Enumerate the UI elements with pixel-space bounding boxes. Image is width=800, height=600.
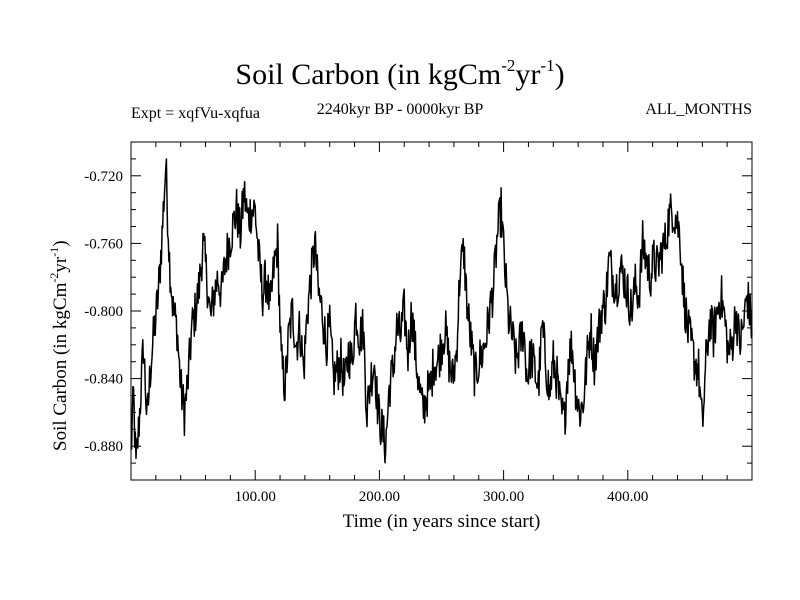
chart-title-mid: yr <box>515 58 541 91</box>
x-tick-label: 200.00 <box>359 489 400 505</box>
chart-title-end: ) <box>554 58 565 91</box>
y-tick-label: -0.720 <box>84 169 123 185</box>
months-label: ALL_MONTHS <box>645 101 752 118</box>
x-axis-label: Time (in years since start) <box>342 511 541 532</box>
chart-subtitle: 2240kyr BP - 0000kyr BP <box>316 101 484 118</box>
y-tick-label: -0.840 <box>84 372 123 388</box>
y-axis-label: Soil Carbon (in kgCm-2yr-1) <box>47 240 72 451</box>
chart-title: Soil Carbon (in kgCm-2yr-1) <box>0 56 800 92</box>
x-tick-label: 300.00 <box>483 489 524 505</box>
data-layer <box>130 158 753 464</box>
x-tick-label: 400.00 <box>607 489 648 505</box>
y-axis-label-exponent-2: -1 <box>47 246 61 257</box>
y-axis-label-exponent-1: -2 <box>47 272 61 283</box>
y-axis-label-main: Soil Carbon (in kgCm <box>50 282 71 451</box>
y-tick-label: -0.760 <box>84 236 123 252</box>
chart-title-exponent-1: -2 <box>501 56 516 75</box>
chart-title-main: Soil Carbon (in kgCm <box>235 58 502 91</box>
experiment-label: Expt = xqfVu-xqfua <box>131 105 260 122</box>
y-axis-label-mid: yr <box>50 256 71 273</box>
chart-title-exponent-2: -1 <box>540 56 555 75</box>
y-axis-label-end: ) <box>50 240 71 247</box>
x-tick-label: 100.00 <box>235 489 276 505</box>
axis-layer: 100.00 200.00 300.00 400.00 -0.880 -0.840 -0.8… <box>84 141 752 505</box>
y-tick-label: -0.800 <box>84 304 123 320</box>
y-tick-label: -0.880 <box>84 439 123 455</box>
series-line-soil-carbon <box>130 158 753 464</box>
plot-frame <box>130 141 753 481</box>
